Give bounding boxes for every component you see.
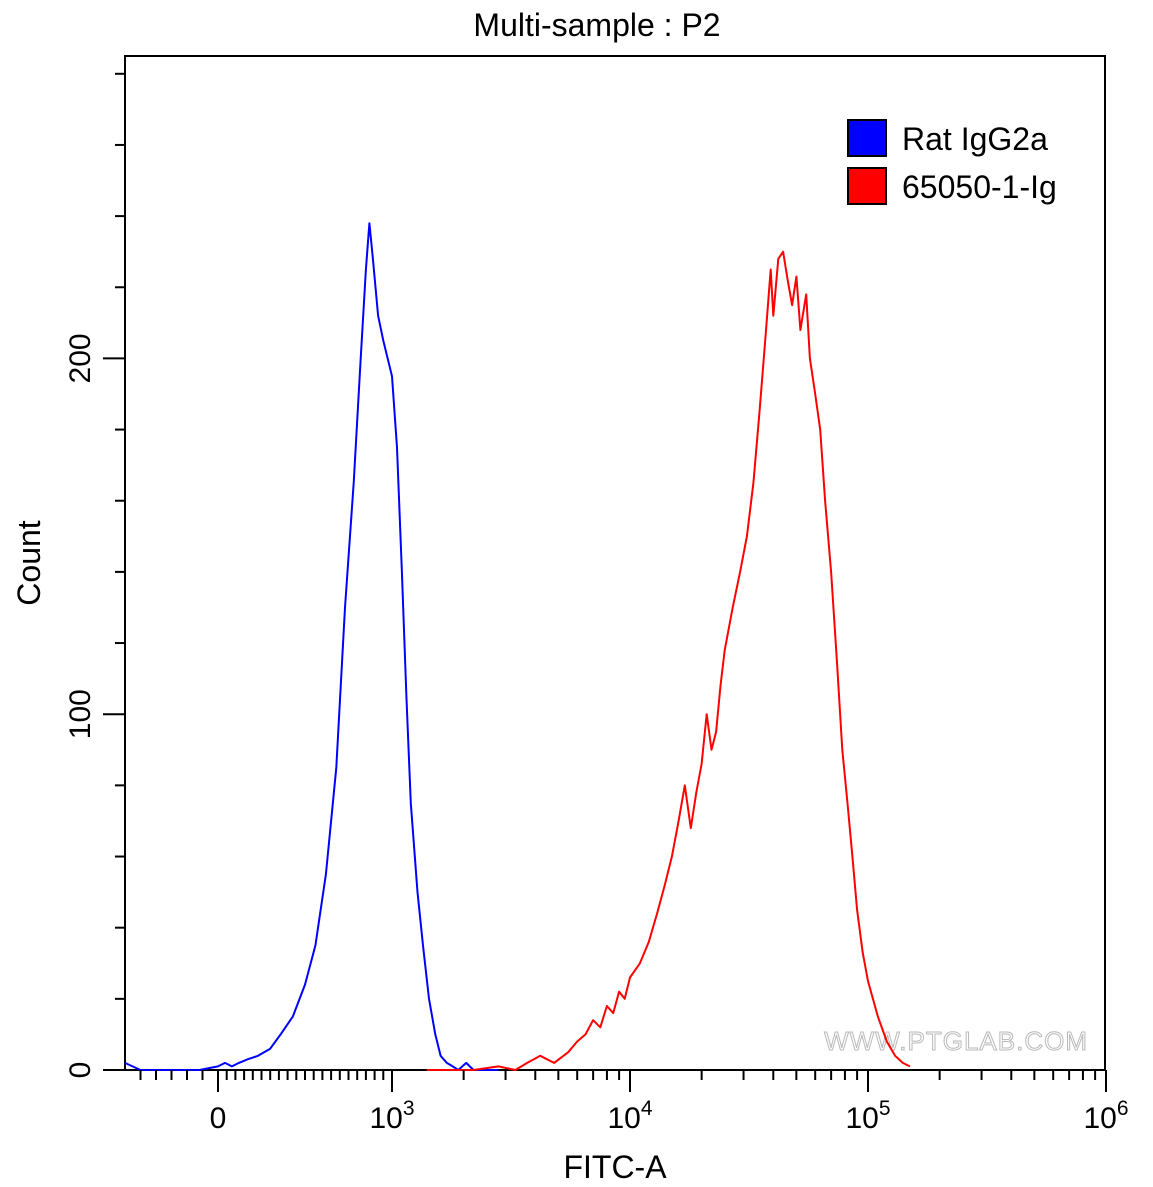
series-line-2 <box>426 250 911 1071</box>
watermark-text: WWW.PTGLAB.COM <box>824 1026 1088 1056</box>
x-tick-exponent: 3 <box>403 1097 415 1120</box>
legend-label: 65050-1-Ig <box>902 169 1057 205</box>
x-tick-label: 103 <box>369 1097 414 1135</box>
y-axis: 0 100 200 <box>64 72 125 1079</box>
series-line-1 <box>124 222 499 1071</box>
y-tick-label: 0 <box>64 1062 97 1079</box>
watermark: WWW.PTGLAB.COM <box>824 1026 1088 1057</box>
chart-title: Multi-sample : P2 <box>473 7 720 43</box>
x-tick-exponent: 6 <box>1117 1097 1129 1120</box>
x-axis: 0 103 104 105 106 <box>139 1070 1129 1135</box>
x-tick-label: 106 <box>1083 1097 1128 1135</box>
y-tick-label: 100 <box>64 689 97 739</box>
legend-swatch <box>847 167 887 205</box>
y-tick-label: 200 <box>64 333 97 383</box>
legend-swatch <box>847 119 887 157</box>
x-tick-label: 0 <box>210 1102 227 1135</box>
x-tick-exponent: 4 <box>641 1097 653 1120</box>
legend-label: Rat IgG2a <box>902 121 1048 157</box>
x-tick-label: 105 <box>845 1097 890 1135</box>
series-group <box>124 222 911 1071</box>
plot-area <box>124 55 1106 1071</box>
legend: Rat IgG2a 65050-1-Ig <box>847 119 1057 205</box>
x-tick-label: 104 <box>607 1097 652 1135</box>
y-axis-title: Count <box>11 520 47 606</box>
x-axis-title: FITC-A <box>563 1149 667 1185</box>
x-tick-exponent: 5 <box>879 1097 891 1120</box>
